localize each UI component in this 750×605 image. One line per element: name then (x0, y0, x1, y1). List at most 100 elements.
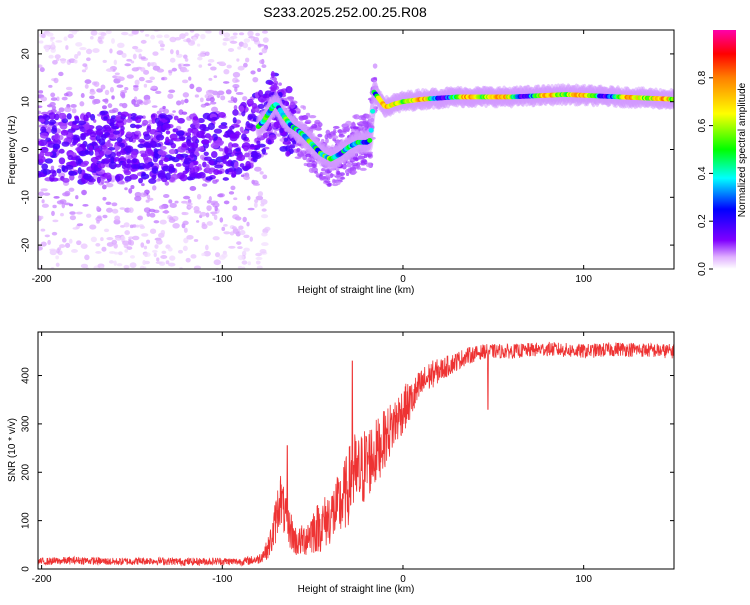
spectrogram-noise-blob (235, 79, 240, 83)
spectrogram-noise-blob (111, 95, 115, 100)
spectrogram-x-tick-label: -100 (212, 274, 232, 285)
spectrogram-band-blob (75, 146, 83, 152)
spectrogram-noise-blob (209, 97, 215, 103)
spectrogram-noise-blob (286, 96, 295, 100)
spectrogram-band-blob (77, 158, 82, 165)
spectrogram-noise-blob (216, 93, 221, 99)
spectrogram-band-blob (80, 132, 90, 137)
spectrogram-noise-blob (304, 121, 311, 125)
spectrogram-noise-blob (213, 75, 218, 79)
spectrogram-noise-blob (201, 221, 206, 227)
spectrogram-noise-blob (294, 156, 302, 159)
spectrogram-noise-blob (242, 216, 247, 223)
spectrogram-noise-blob (63, 36, 68, 41)
spectrogram-noise-blob (261, 30, 268, 34)
spectrogram-noise-blob (64, 202, 71, 206)
spectrogram-noise-blob (165, 260, 170, 265)
spectrogram-noise-blob (140, 56, 146, 60)
spectrogram-band-blob (94, 151, 99, 157)
spectrogram-noise-blob (255, 195, 264, 201)
spectrogram-band-blob (71, 124, 80, 129)
spectrogram-noise-blob (188, 76, 192, 81)
spectrogram-noise-blob (174, 200, 179, 204)
spectrogram-band-blob (192, 120, 200, 126)
snr-x-tick-label: 100 (575, 574, 592, 585)
spectrogram-noise-blob (203, 103, 211, 106)
spectrogram-band-blob (83, 173, 92, 180)
spectrogram-noise-blob (105, 207, 113, 213)
spectrogram-noise-blob (169, 36, 177, 43)
spectrogram-noise-blob (56, 96, 60, 102)
spectrogram-noise-blob (161, 77, 165, 81)
spectrogram-band-blob (213, 168, 220, 175)
spectrogram-band-blob (104, 132, 111, 136)
spectrogram-band-blob (123, 170, 131, 176)
spectrogram-noise-blob (223, 32, 231, 39)
spectrogram-noise-blob (223, 231, 231, 235)
spectrogram-band-blob (99, 150, 105, 157)
spectrogram-band-blob (205, 176, 213, 181)
spectrogram-y-ticks: -20 -10 0 10 20 (21, 48, 674, 252)
spectrogram-noise-blob (243, 247, 250, 252)
spectrogram-noise-blob (333, 128, 337, 133)
spectrogram-noise-blob (55, 255, 60, 260)
spectrogram-noise-blob (49, 248, 56, 252)
spectrogram-band-blob (189, 172, 198, 178)
spectrogram-noise-blob (111, 38, 115, 44)
spectrogram-noise-blob (143, 101, 147, 105)
spectrogram-band-blob (203, 151, 209, 156)
spectrogram-band-blob (128, 137, 134, 143)
spectrogram-band-blob (143, 141, 151, 148)
spectrogram-band-blob (143, 133, 151, 141)
spectrogram-band-blob (65, 164, 74, 170)
spectrogram-band-blob (256, 140, 261, 145)
spectrogram-noise-blob (95, 216, 103, 222)
spectrogram-band-blob (141, 171, 146, 177)
spectrogram-noise-blob (135, 224, 140, 228)
spectrogram-noise-blob (230, 96, 235, 102)
spectrogram-noise-blob (65, 45, 69, 50)
colorbar-tick-label: 0.4 (697, 166, 708, 180)
spectrogram-noise-blob (260, 203, 265, 207)
spectrogram-noise-blob (207, 58, 215, 63)
spectrogram-noise-blob (365, 162, 372, 168)
spectrogram-noise-blob (151, 105, 158, 108)
spectrogram-noise-blob (70, 104, 77, 108)
spectrogram-noise-blob (71, 108, 77, 114)
spectrogram-noise-blob (116, 263, 123, 267)
spectrogram-noise-blob (116, 50, 124, 56)
spectrogram-band-blob (38, 154, 42, 160)
spectrogram-noise-blob (199, 97, 204, 103)
spectrogram-band-blob (38, 140, 42, 145)
spectrogram-noise-blob (199, 211, 207, 217)
spectrogram-noise-blob (205, 244, 209, 251)
spectrogram-noise-blob (255, 252, 262, 257)
spectrogram-noise-blob (148, 208, 156, 213)
spectrogram-noise-blob (117, 251, 123, 256)
spectrogram-band-blob (173, 115, 179, 121)
spectrogram-noise-blob (156, 34, 163, 39)
spectrogram-band-blob (151, 116, 156, 124)
spectrogram-band-blob (107, 130, 115, 138)
spectrogram-noise-blob (257, 68, 262, 72)
spectrogram-noise-blob (302, 105, 307, 110)
spectrogram-noise-blob (159, 43, 165, 48)
spectrogram-band-blob (39, 132, 49, 139)
spectrogram-noise-blob (154, 244, 159, 249)
spectrogram-noise-blob (167, 93, 174, 99)
spectrogram-band-blob (56, 168, 62, 174)
spectrogram-noise-blob (237, 46, 242, 50)
spectrogram-band-blob (134, 130, 141, 135)
spectrogram-noise-blob (212, 179, 218, 184)
spectrogram-noise-blob (143, 252, 151, 258)
spectrogram-noise-blob (64, 106, 72, 113)
spectrogram-noise-blob (145, 79, 153, 83)
spectrogram-band-blob (134, 116, 142, 124)
spectrogram-noise-blob (52, 219, 59, 223)
spectrogram-x-ticks: -200 -100 0 100 (32, 30, 592, 285)
spectrogram-noise-blob (141, 183, 145, 187)
spectrogram-noise-blob (93, 269, 97, 275)
spectrogram-noise-blob (260, 214, 269, 219)
spectrogram-noise-blob (158, 261, 166, 266)
spectrogram-noise-blob (236, 241, 242, 245)
